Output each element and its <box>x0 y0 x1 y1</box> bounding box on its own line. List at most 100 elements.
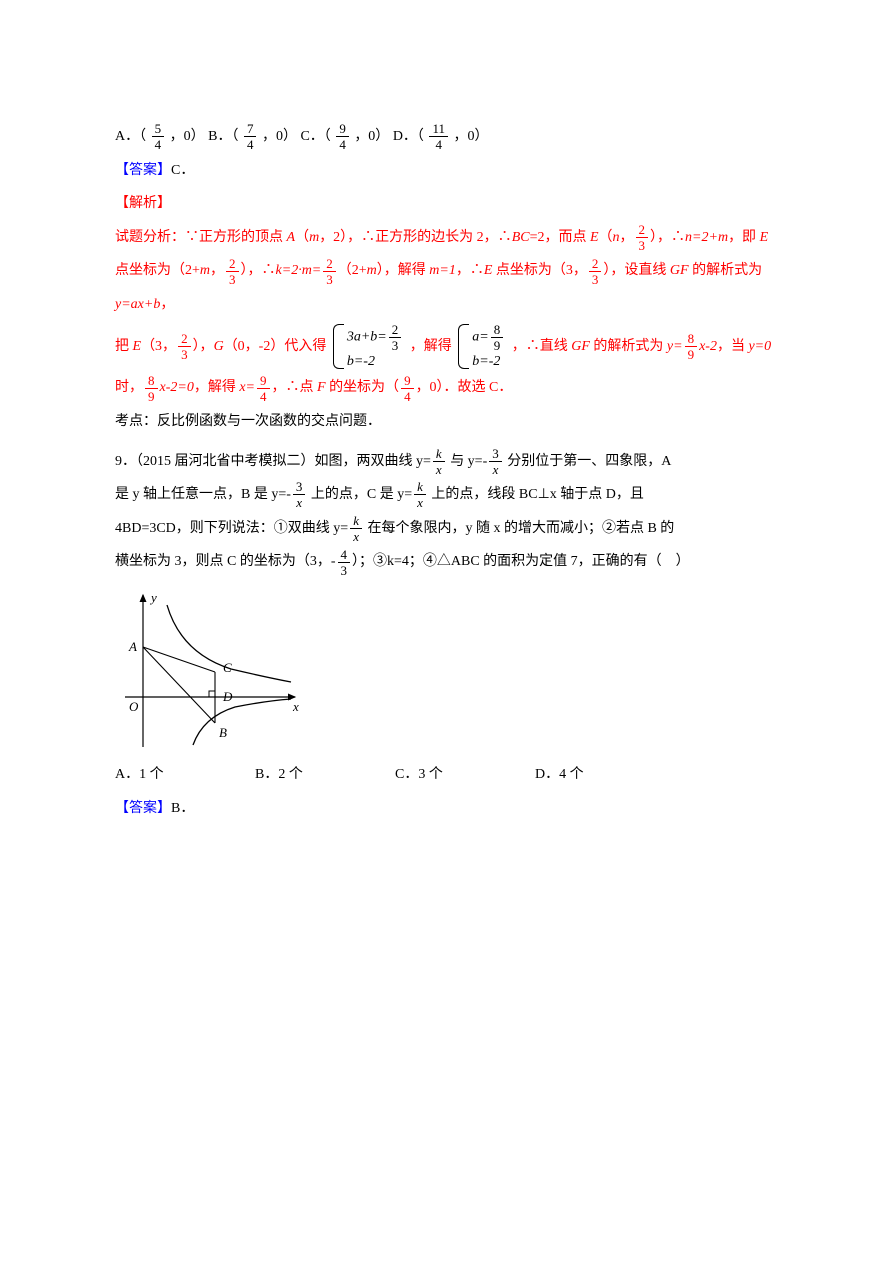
q8-answer: 【答案】C． <box>115 154 777 188</box>
t: 点坐标为（2+ <box>115 263 200 278</box>
svg-text:D: D <box>222 689 233 704</box>
opt-d-frac: 11 4 <box>429 122 448 151</box>
d: 3 <box>178 347 191 361</box>
q9-options: A．1 个 B．2 个 C．3 个 D．4 个 <box>115 758 675 792</box>
q8-analysis-p4: 时，89x-2=0，解得 x=94，∴点 F 的坐标为（94，0）．故选 C． <box>115 371 777 405</box>
sym-G: G <box>214 339 224 354</box>
n: 2 <box>226 257 239 272</box>
frac: 23 <box>636 223 649 252</box>
sym-E: E <box>590 230 599 245</box>
q9-number: 9． <box>115 454 136 469</box>
answer-value: B． <box>171 801 194 816</box>
q8-analysis-p2: 点坐标为（2+m，23），∴k=2·m=23（2+m），解得 m=1，∴E 点坐… <box>115 254 777 321</box>
t: ， <box>160 297 174 312</box>
r2: b=-2 <box>472 353 505 372</box>
d: 3 <box>589 272 602 286</box>
frac: 23 <box>589 257 602 286</box>
opt-b-den: 4 <box>244 137 257 151</box>
q8-options: A．（ 5 4 ，0） B．（ 7 4 ，0） C．（ 9 4 ，0） D．（ … <box>115 120 777 154</box>
opt-c-tail: ，0） <box>354 129 389 144</box>
t: （ <box>599 230 613 245</box>
d: 4 <box>257 389 270 403</box>
q9-opt-b: B．2 个 <box>255 758 395 792</box>
frac: 89 <box>145 374 158 403</box>
t: （3， <box>141 339 176 354</box>
sym-m: m <box>367 263 377 278</box>
kaodian-label: 考点： <box>115 414 157 429</box>
t: 试题分析：∵正方形的顶点 <box>115 230 287 245</box>
answer-value: C． <box>171 163 194 178</box>
t: ），∴ <box>650 230 685 245</box>
t: ，解得 <box>410 339 452 354</box>
sym-A: A <box>287 230 296 245</box>
frac: kx <box>350 514 362 543</box>
d: 3 <box>636 238 649 252</box>
sym-F: F <box>317 380 326 395</box>
t: ，2），∴正方形的边长为 2，∴ <box>319 230 512 245</box>
t: =2，而点 <box>530 230 590 245</box>
t: 4BD=3CD，则下列说法：①双曲线 y= <box>115 521 348 536</box>
opt-a-frac: 5 4 <box>152 122 165 151</box>
n: 2 <box>389 323 402 338</box>
opt-a-tail: ，0） <box>170 129 205 144</box>
frac: 43 <box>338 548 351 577</box>
eq: m=1 <box>429 263 456 278</box>
sym-BC: BC <box>512 230 530 245</box>
opt-a-prefix: A．（ <box>115 129 146 144</box>
t: ，当 <box>717 339 749 354</box>
t: 如图，两双曲线 y= <box>315 454 431 469</box>
frac: 23 <box>226 257 239 286</box>
page: A．（ 5 4 ，0） B．（ 7 4 ，0） C．（ 9 4 ，0） D．（ … <box>0 0 892 1262</box>
q9-line2: 是 y 轴上任意一点，B 是 y=-3x 上的点，C 是 y=kx 上的点，线段… <box>115 478 777 512</box>
equation-system-2: a=89 b=-2 <box>458 322 505 372</box>
sym-m: m <box>200 263 210 278</box>
answer-label: 【答案】 <box>115 163 171 178</box>
eq: x= <box>239 380 255 395</box>
eq: k=2·m= <box>276 263 322 278</box>
n: 2 <box>636 223 649 238</box>
t: 把 <box>115 339 133 354</box>
d: x <box>414 495 426 509</box>
frac: 3x <box>293 480 306 509</box>
eq: y= <box>667 339 683 354</box>
q9-figure: xyOACDB <box>115 587 777 752</box>
eq: y=0 <box>748 339 771 354</box>
q8-analysis-p1: 试题分析：∵正方形的顶点 A（m，2），∴正方形的边长为 2，∴BC=2，而点 … <box>115 221 777 255</box>
r2: b=-2 <box>347 353 403 372</box>
t: 上的点，C 是 y= <box>307 487 412 502</box>
svg-text:x: x <box>292 699 299 714</box>
eq: x-2 <box>699 339 717 354</box>
t: 横坐标为 3，则点 C 的坐标为（3，- <box>115 554 336 569</box>
n: k <box>414 480 426 495</box>
opt-b-tail: ，0） <box>262 129 297 144</box>
frac: 23 <box>389 323 402 352</box>
r1a: 3a+b= <box>347 329 387 344</box>
q9-answer: 【答案】B． <box>115 792 777 826</box>
d: x <box>350 529 362 543</box>
t: ），设直线 <box>603 263 670 278</box>
opt-c-frac: 9 4 <box>336 122 349 151</box>
n: 8 <box>145 374 158 389</box>
eq: y=ax+b <box>115 297 160 312</box>
q9-line3: 4BD=3CD，则下列说法：①双曲线 y=kx 在每个象限内，y 随 x 的增大… <box>115 512 777 546</box>
d: x <box>293 495 306 509</box>
kaodian-text: 反比例函数与一次函数的交点问题． <box>157 414 381 429</box>
frac: 3x <box>489 447 502 476</box>
sym-n: n <box>613 230 620 245</box>
d: 9 <box>491 338 504 352</box>
t: ，∴点 <box>272 380 318 395</box>
opt-b-prefix: B．（ <box>208 129 238 144</box>
n: 9 <box>401 374 414 389</box>
frac: 23 <box>178 332 191 361</box>
sym-E: E <box>133 339 142 354</box>
n: 3 <box>489 447 502 462</box>
sym-E: E <box>760 230 769 245</box>
d: x <box>433 462 445 476</box>
frac: kx <box>414 480 426 509</box>
q9-svg: xyOACDB <box>115 587 305 752</box>
frac: 89 <box>685 332 698 361</box>
d: 3 <box>226 272 239 286</box>
q9-opt-a: A．1 个 <box>115 758 255 792</box>
t: 与 y=- <box>447 454 488 469</box>
n: 3 <box>293 480 306 495</box>
